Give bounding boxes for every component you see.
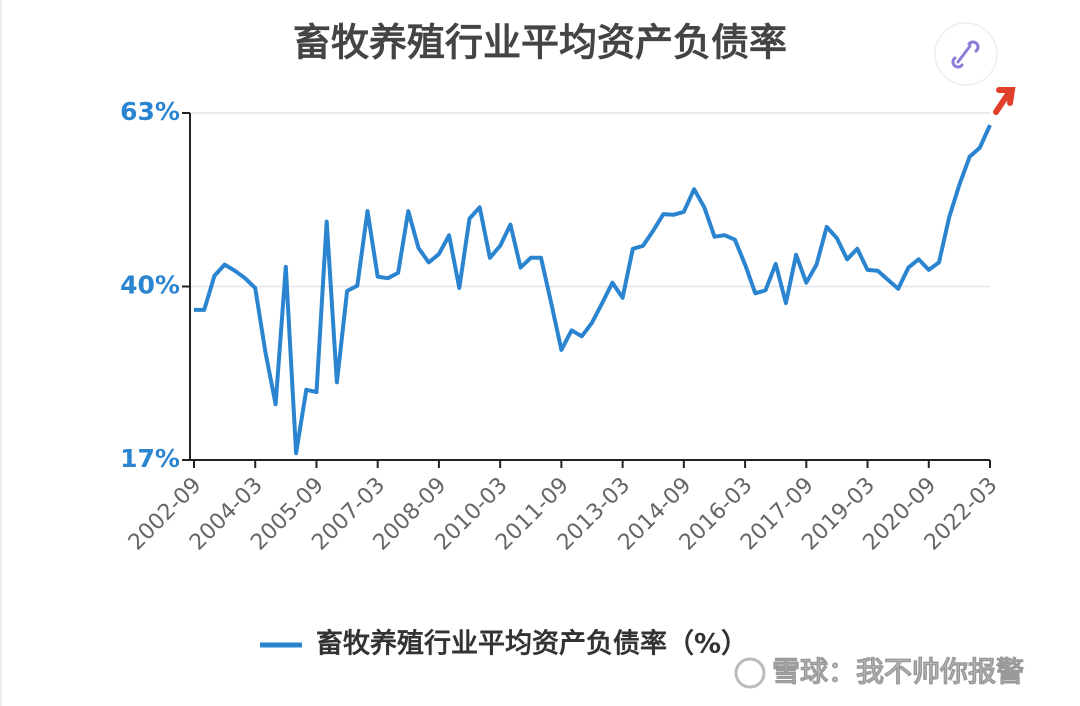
watermark: 雪球：我不帅你报警 <box>734 655 1024 689</box>
y-tick-label: 17% <box>120 444 180 473</box>
y-tick-label: 40% <box>120 271 180 300</box>
share-circle[interactable] <box>934 22 998 86</box>
watermark-icon <box>734 657 766 689</box>
red-arrow <box>993 87 1016 115</box>
chart-title: 畜牧养殖行业平均资产负债率 <box>293 21 787 65</box>
data-line <box>194 124 992 456</box>
y-tick-label: 63% <box>120 97 180 126</box>
share-icon[interactable] <box>951 40 980 69</box>
legend-label: 畜牧养殖行业平均资产负债率（%） <box>316 628 748 660</box>
share-button[interactable] <box>934 22 998 86</box>
watermark-text: 雪球：我不帅你报警 <box>772 655 1024 688</box>
